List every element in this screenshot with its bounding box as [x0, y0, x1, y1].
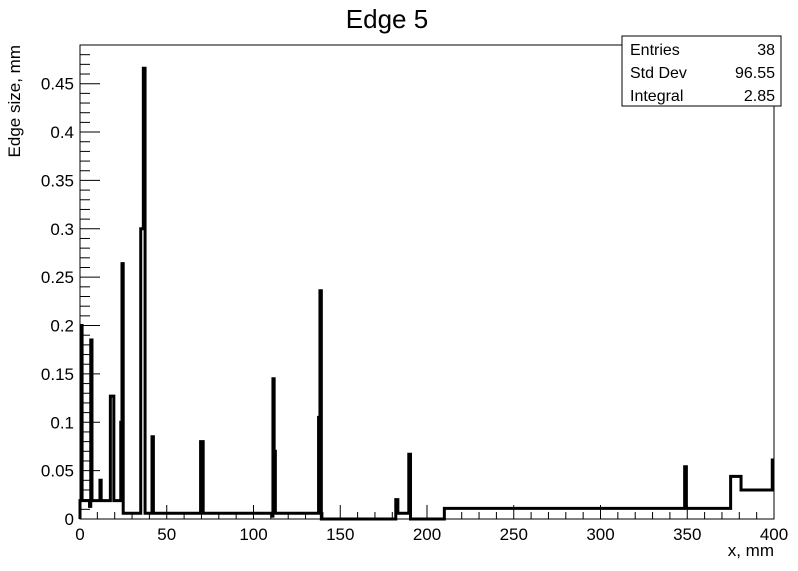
y-tick-label: 0.3	[50, 220, 74, 239]
stats-value: 38	[757, 42, 775, 59]
stats-label: Entries	[630, 42, 680, 59]
y-tick-label: 0.05	[41, 462, 74, 481]
y-axis-label: Edge size, mm	[5, 45, 24, 157]
stats-value: 96.55	[735, 65, 775, 82]
x-tick-label: 150	[326, 525, 354, 544]
histogram-line	[78, 66, 774, 521]
x-tick-label: 250	[500, 525, 528, 544]
x-tick-label: 50	[157, 525, 176, 544]
x-tick-label: 350	[673, 525, 701, 544]
x-tick-label: 0	[75, 525, 84, 544]
y-tick-label: 0.15	[41, 365, 74, 384]
stats-label: Integral	[630, 88, 683, 105]
y-tick-label: 0	[65, 510, 74, 529]
x-tick-label: 100	[239, 525, 267, 544]
y-tick-label: 0.25	[41, 268, 74, 287]
y-tick-label: 0.4	[50, 123, 74, 142]
x-tick-label: 300	[586, 525, 614, 544]
x-axis-label: x, mm	[728, 541, 774, 560]
x-axis: 0 50 100 150 200 250 300 350 400	[75, 505, 788, 544]
stats-label: Std Dev	[630, 65, 687, 82]
chart-title: Edge 5	[346, 4, 428, 34]
stats-box: Entries 38 Std Dev 96.55 Integral 2.85	[621, 35, 782, 107]
y-tick-label: 0.1	[50, 413, 74, 432]
stats-box-frame	[621, 35, 782, 107]
x-tick-label: 400	[760, 525, 788, 544]
y-tick-label: 0.2	[50, 317, 74, 336]
y-tick-label: 0.35	[41, 171, 74, 190]
y-tick-label: 0.45	[41, 75, 74, 94]
stats-value: 2.85	[744, 88, 775, 105]
x-tick-label: 200	[413, 525, 441, 544]
